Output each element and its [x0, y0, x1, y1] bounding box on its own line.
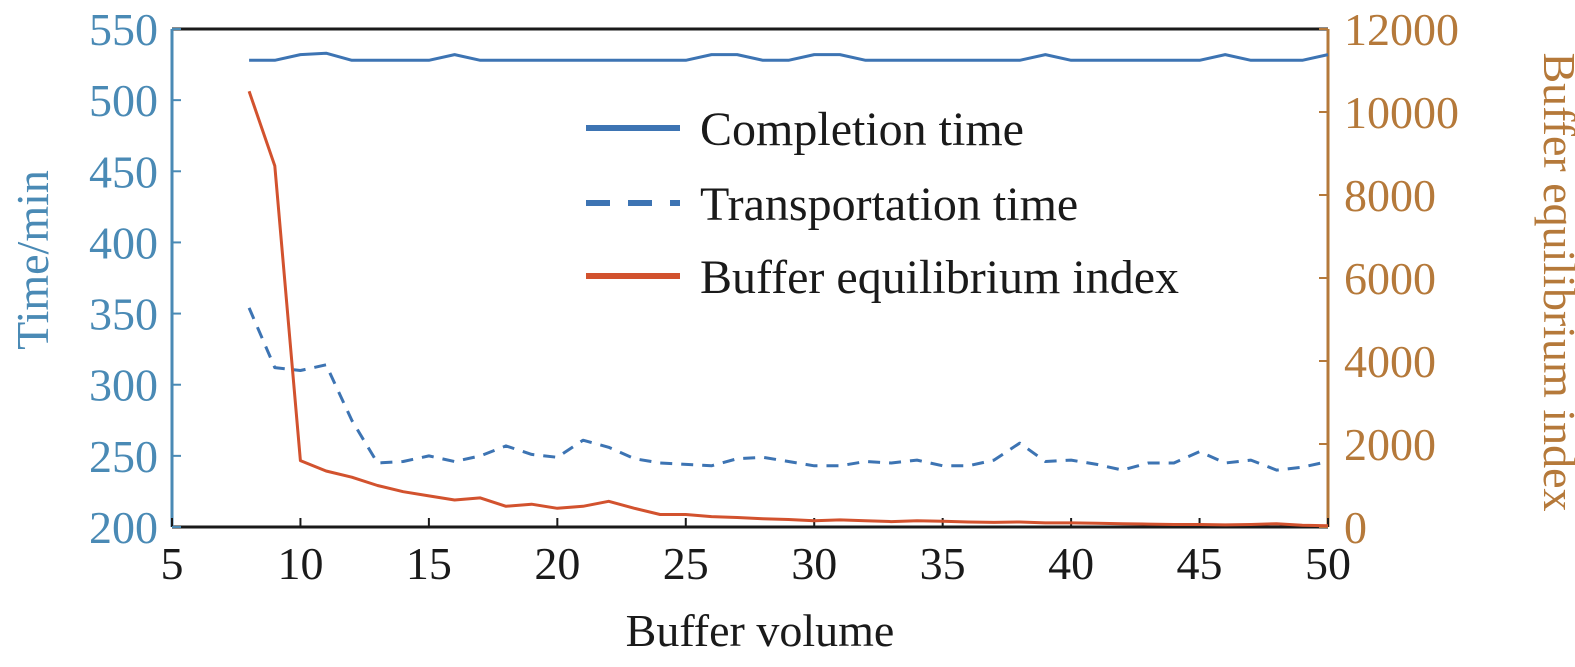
completion-time-line [249, 51, 1329, 62]
x-tick-label: 35 [920, 538, 966, 589]
right-y-tick-label: 10000 [1344, 87, 1459, 138]
left-y-tick-label: 300 [89, 360, 158, 411]
x-tick-label: 40 [1048, 538, 1094, 589]
x-tick-label: 20 [534, 538, 580, 589]
x-tick-label: 5 [161, 538, 184, 589]
left-y-tick-label: 450 [89, 146, 158, 197]
left-y-tick-label: 550 [89, 4, 158, 55]
x-tick-label: 50 [1305, 538, 1351, 589]
right-y-tick-label: 2000 [1344, 419, 1436, 470]
x-tick-label: 10 [277, 538, 323, 589]
x-tick-label: 15 [406, 538, 452, 589]
x-axis-label: Buffer volume [626, 605, 895, 656]
left-y-tick-label: 250 [89, 431, 158, 482]
x-axis-ticks: 5 10 15 20 25 30 35 40 45 50 [161, 518, 1351, 589]
right-y-tick-label: 12000 [1344, 4, 1459, 55]
left-y-tick-label: 400 [89, 217, 158, 268]
right-y-tick-label: 4000 [1344, 336, 1436, 387]
x-tick-label: 25 [663, 538, 709, 589]
transportation-time-line [247, 307, 1329, 472]
left-y-tick-label: 350 [89, 289, 158, 340]
legend-label-transportation-time: Transportation time [700, 178, 1078, 231]
right-y-tick-label: 6000 [1344, 253, 1436, 304]
series-lines [247, 51, 1329, 528]
legend-label-completion-time: Completion time [700, 103, 1024, 156]
left-y-tick-label: 200 [89, 502, 158, 553]
right-y-tick-label: 0 [1344, 502, 1367, 553]
x-tick-label: 30 [791, 538, 837, 589]
buffer-equilibrium-index-line [247, 90, 1329, 528]
legend: Completion time Transportation time Buff… [586, 103, 1179, 304]
left-y-axis-label: Time/min [7, 170, 58, 350]
left-y-axis-ticks: 550 500 450 400 350 300 250 200 [89, 4, 181, 553]
legend-label-buffer-equilibrium-index: Buffer equilibrium index [700, 251, 1179, 304]
x-tick-label: 45 [1177, 538, 1223, 589]
right-y-axis-label: Buffer equilibrium index [1534, 52, 1575, 511]
left-y-tick-label: 500 [89, 75, 158, 126]
right-y-tick-label: 8000 [1344, 170, 1436, 221]
right-y-axis-ticks: 12000 10000 8000 6000 4000 2000 0 [1319, 4, 1459, 553]
